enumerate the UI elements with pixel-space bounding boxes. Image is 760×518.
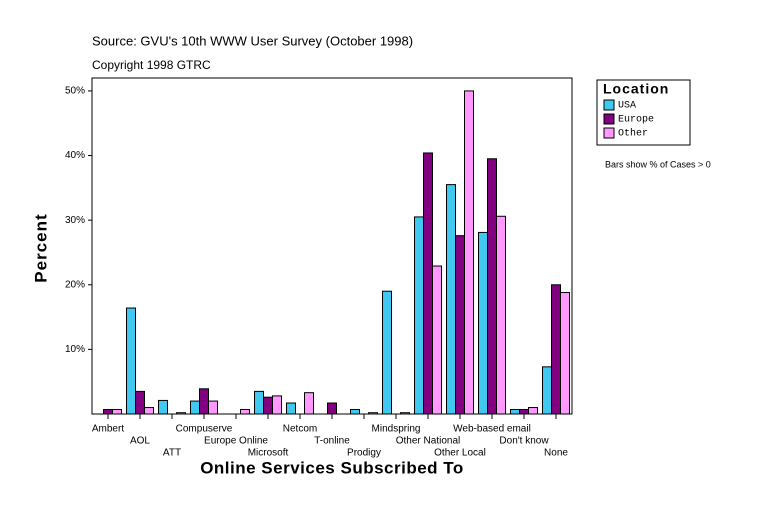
bar: [144, 407, 154, 415]
legend-swatch: [603, 113, 615, 125]
x-axis-label: Online Services Subscribed To: [200, 458, 464, 477]
bar: [382, 290, 392, 415]
x-tick-label: Web-based email: [453, 424, 531, 435]
bar: [176, 412, 186, 415]
bar: [510, 408, 520, 415]
y-tick-label: 30%: [65, 215, 85, 226]
bar: [528, 407, 538, 415]
bar: [240, 408, 250, 415]
y-tick-label: 50%: [65, 86, 85, 97]
bar: [103, 408, 113, 415]
bar: [126, 307, 136, 415]
bar: [135, 390, 145, 415]
bar: [446, 184, 456, 415]
legend-title: Location: [603, 81, 669, 97]
copyright: Copyright 1998 GTRC: [92, 58, 211, 72]
x-tick-label: Other Local: [434, 448, 486, 459]
bar: [478, 231, 488, 415]
y-tick-label: 40%: [65, 150, 85, 161]
bar: [400, 412, 410, 415]
x-tick-label: Microsoft: [248, 448, 289, 459]
x-tick-label: AOL: [130, 436, 150, 447]
bar: [560, 292, 570, 415]
bar: [464, 90, 474, 415]
x-tick-label: Don't know: [499, 436, 549, 447]
bar: [368, 412, 378, 415]
y-tick-label: 20%: [65, 279, 85, 290]
bar: [414, 216, 424, 415]
legend-label: Europe: [618, 115, 654, 126]
bar: [455, 235, 465, 415]
bar: [190, 400, 200, 415]
legend-swatch: [603, 99, 615, 111]
x-tick-label: Netcom: [283, 424, 317, 435]
x-tick-label: Europe Online: [204, 436, 268, 447]
legend-label: USA: [618, 101, 636, 112]
bar: [496, 215, 506, 415]
bar: [254, 390, 264, 415]
x-tick-label: Compuserve: [176, 424, 233, 435]
bar: [286, 402, 296, 415]
bar: [208, 400, 218, 415]
bar: [487, 158, 497, 415]
x-tick-label: Other National: [396, 436, 460, 447]
x-tick-label: ATT: [163, 448, 181, 459]
bar: [423, 152, 433, 415]
subtitle: Source: GVU's 10th WWW User Survey (Octo…: [92, 33, 413, 48]
bar: [158, 399, 168, 415]
bar: [304, 392, 314, 415]
bar: [432, 265, 442, 415]
bar: [112, 408, 122, 415]
x-tick-label: Mindspring: [372, 424, 421, 435]
legend-swatch: [603, 127, 615, 139]
x-tick-label: None: [544, 448, 568, 459]
x-tick-label: Ambert: [92, 424, 124, 435]
bar: [263, 396, 273, 415]
bar: [519, 408, 529, 415]
legend-label: Other: [618, 128, 648, 140]
x-tick-label: Prodigy: [347, 448, 381, 459]
y-axis-label: Percent: [31, 213, 50, 282]
bar: [327, 402, 337, 415]
bar: [272, 395, 282, 415]
note: Bars show % of Cases > 0: [605, 159, 711, 169]
bar: [199, 388, 209, 415]
bar: [542, 366, 552, 415]
y-tick-label: 10%: [65, 344, 85, 355]
x-tick-label: T-online: [314, 436, 350, 447]
bar: [350, 408, 360, 415]
bar: [551, 284, 561, 415]
